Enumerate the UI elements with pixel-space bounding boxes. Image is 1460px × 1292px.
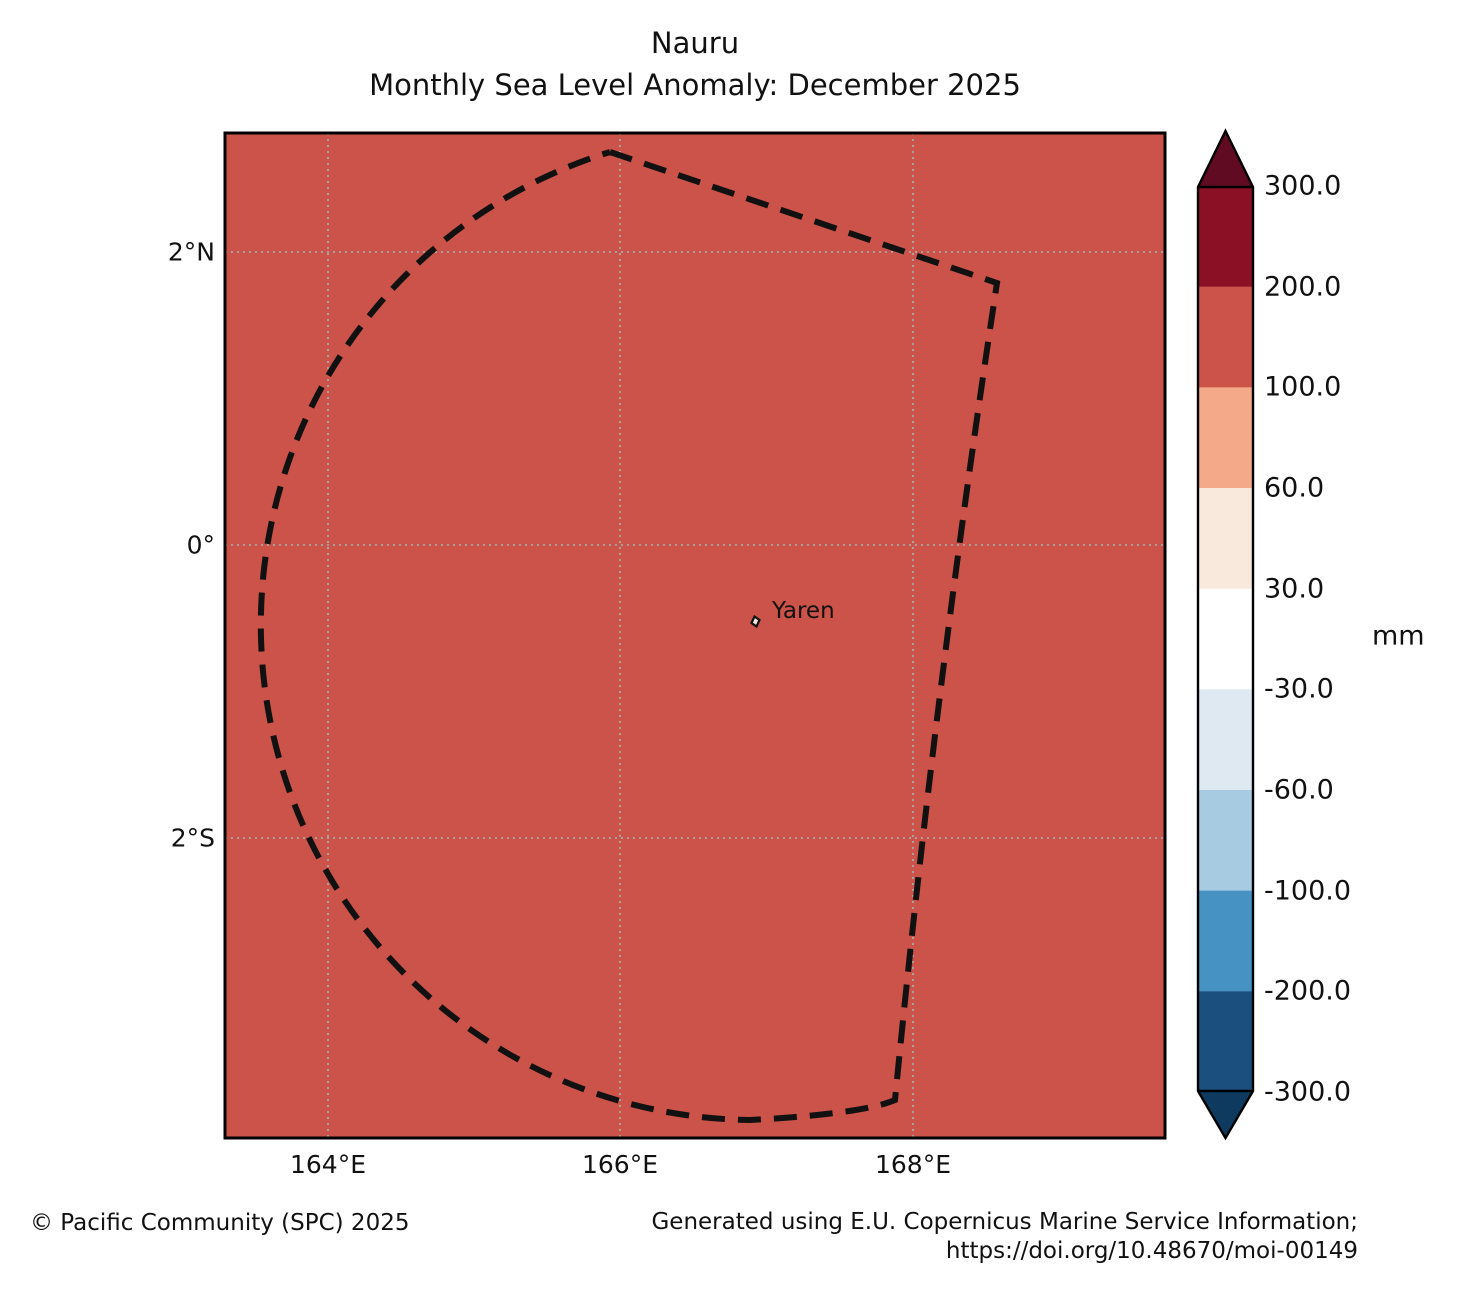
xtick-label: 164°E [289,1150,367,1179]
colorbar-band [1198,186,1253,288]
attribution-doi: https://doi.org/10.48670/moi-00149 [945,1238,1358,1264]
colorbar-bands [1198,186,1253,1093]
colorbar-outline [1196,128,1255,1141]
colorbar-tick-label: -200.0 [1264,975,1352,1007]
colorbar-under-arrow [1198,1091,1253,1138]
colorbar-tick-label: -30.0 [1264,673,1334,705]
xtick-label: 166°E [581,1150,659,1179]
colorbar-band [1198,387,1253,489]
copyright-text: © Pacific Community (SPC) 2025 [30,1210,410,1236]
colorbar-unit-label: mm [1372,620,1425,652]
plot-title-line1: Nauru [650,26,740,60]
colorbar-tick-label: 300.0 [1264,170,1342,202]
map-field [225,133,1165,1138]
eez-boundary-dashed [257,149,1001,1124]
island-marker [750,614,761,629]
colorbar-tick-label: -300.0 [1264,1076,1352,1108]
colorbar-tick-label: 100.0 [1264,371,1342,403]
plot-title-line2: Monthly Sea Level Anomaly: December 2025 [369,68,1021,102]
graticule-gridlines [225,133,1165,1138]
colorbar-band [1198,286,1253,388]
ytick-label: 2°N [167,237,215,267]
colorbar-band [1198,890,1253,992]
attribution-line1: Generated using E.U. Copernicus Marine S… [651,1209,1358,1235]
colorbar-tick-label: 200.0 [1264,271,1342,303]
colorbar-over-arrow [1198,131,1253,187]
map-frame [223,131,1167,1140]
colorbar-band [1198,790,1253,892]
colorbar-band [1198,588,1253,690]
plot-title: Nauru Monthly Sea Level Anomaly: Decembe… [225,22,1165,106]
colorbar-band [1198,488,1253,590]
colorbar-band [1198,991,1253,1093]
colorbar-band [1198,689,1253,791]
colorbar-tick-label: -60.0 [1264,774,1334,806]
colorbar-tick-label: 60.0 [1264,472,1325,504]
ytick-label: 0° [186,530,215,560]
attribution-text: Generated using E.U. Copernicus Marine S… [651,1208,1358,1266]
colorbar-tick-label: -100.0 [1264,875,1352,907]
station-label: Yaren [772,598,835,624]
xtick-label: 168°E [874,1150,952,1179]
colorbar-tick-label: 30.0 [1264,573,1325,605]
ytick-label: 2°S [170,823,215,853]
